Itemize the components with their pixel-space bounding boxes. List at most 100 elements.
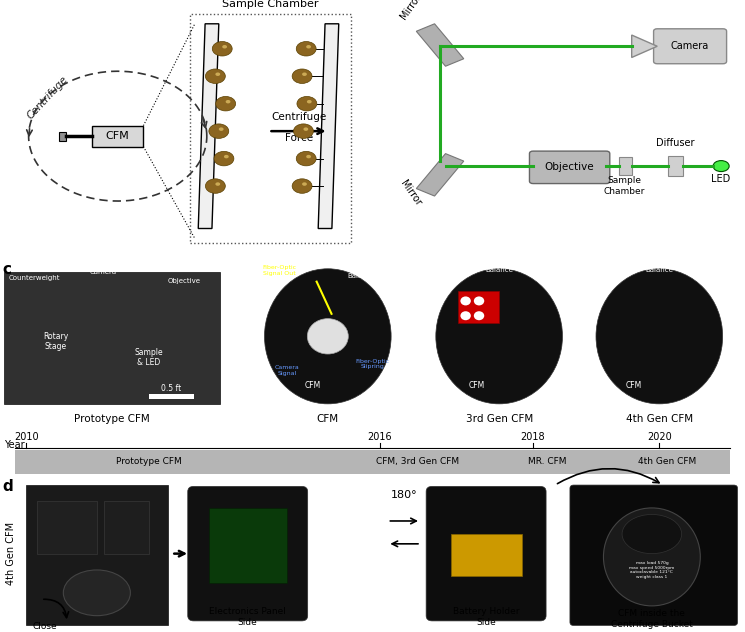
Text: LED: LED (711, 174, 731, 185)
Text: Fiber-Optic
Signal Out: Fiber-Optic Signal Out (262, 265, 297, 276)
Circle shape (219, 128, 224, 131)
Bar (149, 394, 194, 399)
FancyBboxPatch shape (570, 485, 738, 626)
Bar (26, 485, 168, 626)
Ellipse shape (596, 269, 723, 404)
Bar (15, 449, 730, 474)
Polygon shape (668, 156, 682, 176)
Text: CFM: CFM (106, 131, 130, 141)
Text: Centrifuge: Centrifuge (271, 112, 326, 122)
Circle shape (226, 100, 230, 104)
Bar (190, 14, 351, 243)
FancyBboxPatch shape (426, 487, 546, 621)
Text: Close: Close (32, 622, 57, 631)
Ellipse shape (63, 570, 130, 616)
Bar (458, 291, 499, 324)
Text: Diffuser: Diffuser (656, 138, 695, 148)
Text: max load 570g
max speed 5000rpm
autoclavable 121°C
weight class 1: max load 570g max speed 5000rpm autoclav… (630, 561, 674, 579)
Text: CFM inside the
Centrifuge Bucket: CFM inside the Centrifuge Bucket (611, 609, 693, 629)
Text: Fiber-Optic
Slipring: Fiber-Optic Slipring (355, 359, 390, 370)
Circle shape (222, 45, 227, 49)
Text: 3rd Gen CFM: 3rd Gen CFM (466, 413, 533, 423)
Text: CFM: CFM (305, 380, 321, 390)
Text: 2018: 2018 (520, 432, 545, 442)
Circle shape (460, 296, 471, 305)
Ellipse shape (264, 269, 391, 404)
Polygon shape (198, 24, 219, 229)
Text: Mirror: Mirror (399, 0, 423, 21)
Text: CFM: CFM (625, 380, 641, 390)
Text: a: a (4, 0, 15, 2)
Circle shape (297, 97, 317, 111)
Text: Force: Force (285, 133, 313, 143)
Circle shape (209, 124, 229, 138)
Bar (4, 272, 220, 404)
Text: Electronics Panel
Side: Electronics Panel Side (209, 607, 286, 627)
Circle shape (292, 69, 312, 83)
Ellipse shape (622, 514, 682, 554)
Text: Prototype CFM: Prototype CFM (74, 413, 150, 423)
Text: 2016: 2016 (367, 432, 393, 442)
Text: Battery Holder
Side: Battery Holder Side (453, 607, 519, 627)
Text: b: b (365, 0, 376, 2)
Circle shape (474, 311, 484, 320)
Text: Sample Chamber: Sample Chamber (222, 0, 318, 9)
Circle shape (307, 100, 311, 104)
Text: Rotary
Stage: Rotary Stage (43, 332, 69, 351)
Text: Prototype CFM: Prototype CFM (116, 458, 182, 466)
Text: 0.5 ft: 0.5 ft (161, 384, 182, 393)
Circle shape (206, 179, 225, 193)
Polygon shape (318, 24, 339, 229)
Text: 4th Gen CFM: 4th Gen CFM (6, 522, 16, 585)
Circle shape (306, 45, 311, 49)
Text: Camera: Camera (671, 41, 709, 51)
Text: Mirror: Mirror (399, 179, 423, 208)
Circle shape (215, 73, 221, 76)
Polygon shape (416, 154, 463, 196)
Text: Counterweight: Counterweight (9, 275, 60, 281)
Text: 4th Gen CFM: 4th Gen CFM (626, 413, 693, 423)
Text: Camera
Signal: Camera Signal (274, 365, 299, 376)
Circle shape (214, 151, 234, 166)
Circle shape (297, 42, 316, 56)
Text: 2020: 2020 (647, 432, 672, 442)
Text: 4th Gen CFM: 4th Gen CFM (638, 458, 696, 466)
Circle shape (215, 182, 221, 186)
Circle shape (306, 155, 311, 159)
Circle shape (474, 296, 484, 305)
Circle shape (303, 128, 308, 131)
Circle shape (224, 155, 229, 159)
Circle shape (297, 151, 316, 166)
Bar (451, 534, 522, 576)
Text: Balance: Balance (485, 267, 513, 273)
FancyBboxPatch shape (188, 487, 308, 621)
Polygon shape (632, 35, 657, 58)
Circle shape (212, 42, 232, 56)
Bar (59, 131, 66, 141)
Polygon shape (416, 24, 463, 66)
Circle shape (460, 311, 471, 320)
Text: Objective: Objective (168, 279, 200, 284)
Bar (37, 501, 97, 554)
Ellipse shape (436, 269, 562, 404)
Text: CFM: CFM (469, 380, 485, 390)
Circle shape (302, 182, 307, 186)
Circle shape (216, 97, 235, 111)
Circle shape (292, 179, 312, 193)
FancyBboxPatch shape (92, 126, 144, 147)
Text: 180°: 180° (390, 490, 417, 500)
Text: c: c (2, 262, 11, 277)
Text: Sample
Chamber: Sample Chamber (603, 176, 645, 195)
Text: Balance: Balance (645, 267, 673, 273)
FancyBboxPatch shape (530, 151, 609, 183)
Text: Centrifuge: Centrifuge (25, 74, 70, 121)
Ellipse shape (603, 508, 700, 606)
FancyBboxPatch shape (653, 29, 726, 64)
Circle shape (294, 124, 314, 138)
Circle shape (302, 73, 307, 76)
Text: MR. CFM: MR. CFM (528, 458, 567, 466)
Polygon shape (619, 157, 632, 175)
Ellipse shape (307, 319, 349, 354)
Text: Year: Year (4, 440, 25, 450)
Text: Objective: Objective (545, 162, 595, 173)
